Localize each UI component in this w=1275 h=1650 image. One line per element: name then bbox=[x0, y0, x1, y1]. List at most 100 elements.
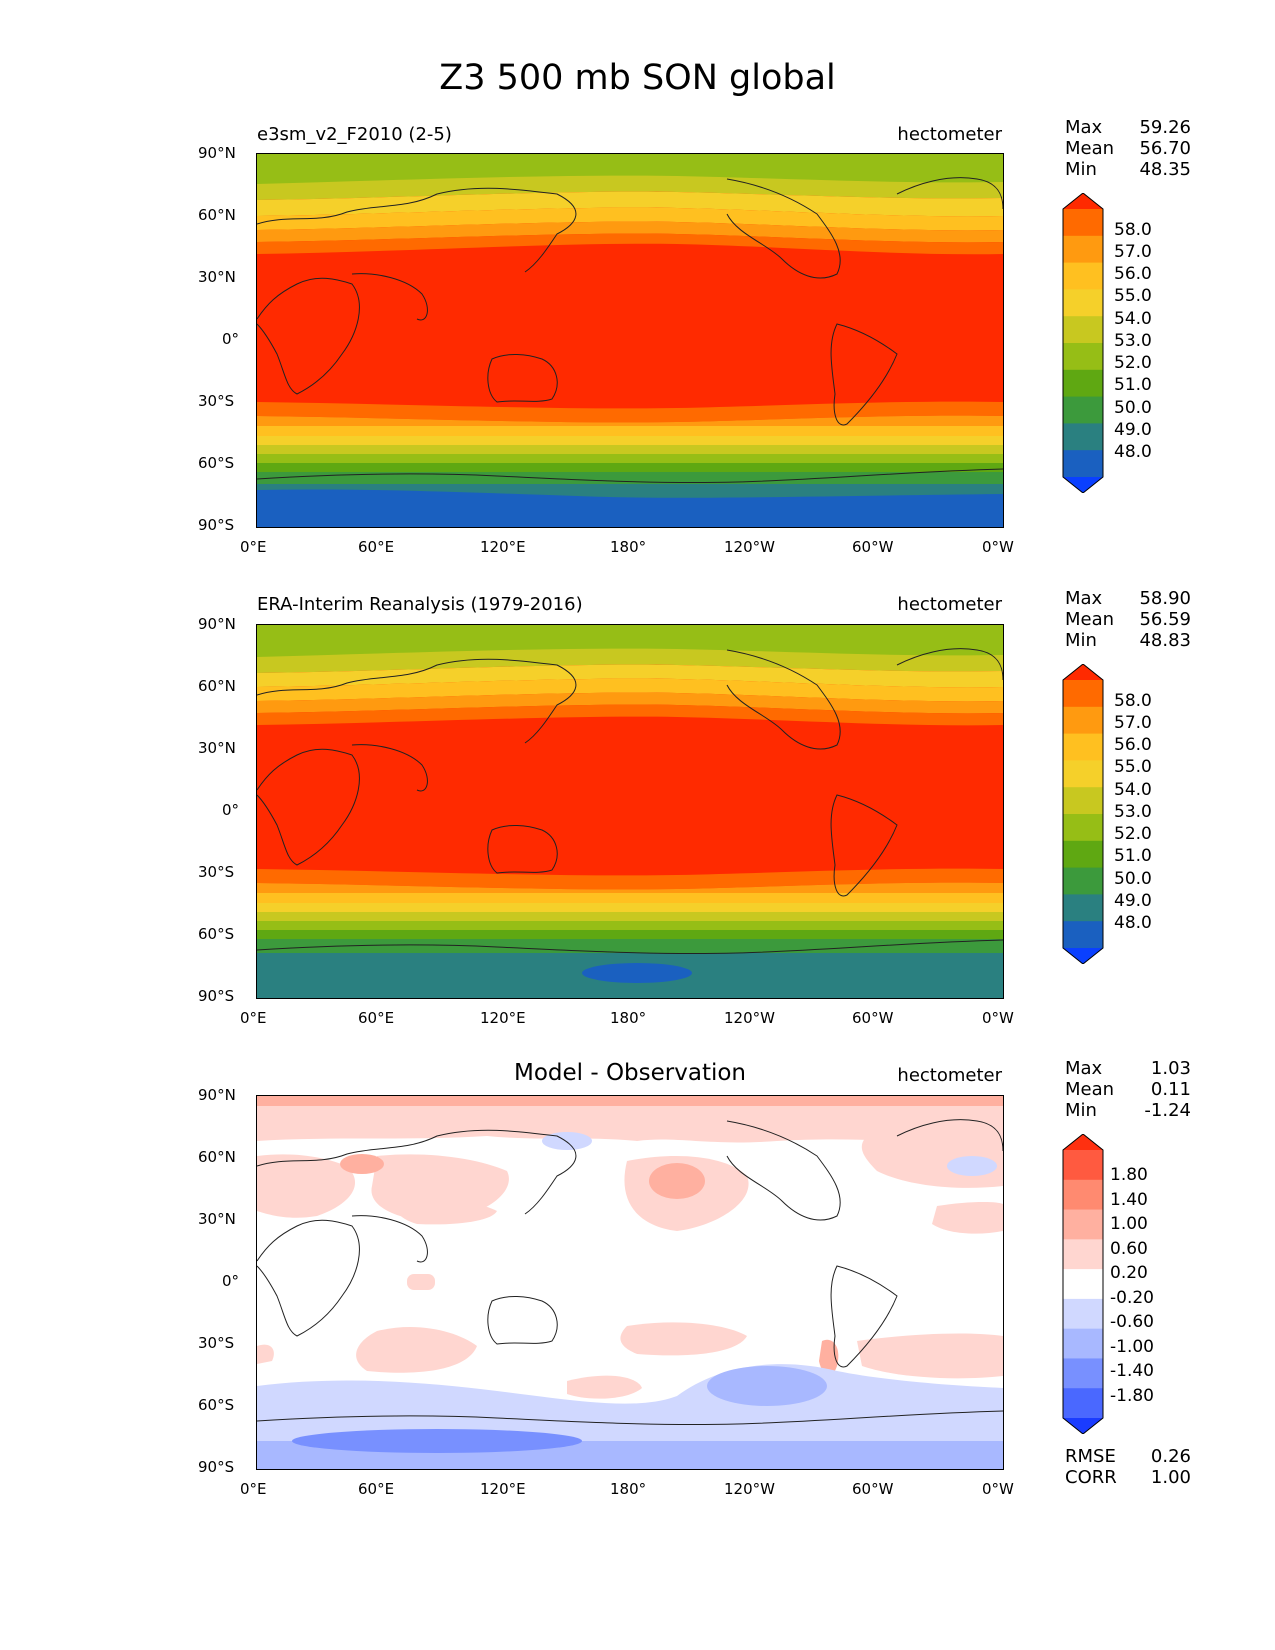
min-label: Min bbox=[1065, 159, 1097, 180]
x-tick: 0°W bbox=[982, 1480, 1014, 1498]
colorbar-tick-label: 58.0 bbox=[1114, 691, 1152, 711]
colorbar bbox=[1062, 1134, 1104, 1434]
colorbar-segment bbox=[1063, 733, 1103, 761]
colorbar-segment bbox=[1063, 396, 1103, 424]
colorbar-tick-label: 0.20 bbox=[1110, 1263, 1148, 1283]
colorbar-segment bbox=[1063, 840, 1103, 869]
map-plot-area bbox=[256, 153, 1004, 528]
colorbar-segment bbox=[1063, 262, 1103, 290]
colorbar-tick-label: 50.0 bbox=[1114, 398, 1152, 418]
y-tick: 90°N bbox=[198, 144, 236, 162]
contour-map bbox=[257, 1096, 1003, 1469]
x-tick: 120°W bbox=[724, 538, 775, 556]
colorbar-tick-label: 57.0 bbox=[1114, 713, 1152, 733]
y-tick: 90°S bbox=[198, 1458, 235, 1476]
colorbar-tick-label: 52.0 bbox=[1114, 824, 1152, 844]
x-tick: 60°E bbox=[358, 1480, 395, 1498]
panel-label: e3sm_v2_F2010 (2-5) bbox=[257, 124, 452, 145]
colorbar-extend-top bbox=[1063, 193, 1103, 209]
x-tick: 0°E bbox=[240, 1480, 267, 1498]
y-tick: 60°N bbox=[198, 677, 236, 695]
colorbar-tick-label: 51.0 bbox=[1114, 375, 1152, 395]
x-tick: 120°E bbox=[480, 538, 526, 556]
x-tick: 120°W bbox=[724, 1480, 775, 1498]
min-label: Min bbox=[1065, 630, 1097, 651]
y-tick: 30°N bbox=[198, 268, 236, 286]
colorbar-segment bbox=[1063, 867, 1103, 895]
colorbar-tick-label: 48.0 bbox=[1114, 913, 1152, 933]
x-tick: 0°E bbox=[240, 538, 267, 556]
y-tick: 0° bbox=[222, 1272, 240, 1290]
colorbar-segment bbox=[1063, 209, 1103, 237]
contour-map bbox=[257, 625, 1003, 998]
colorbar-tick-label: 57.0 bbox=[1114, 242, 1152, 262]
colorbar-segment bbox=[1063, 369, 1103, 398]
x-tick: 180° bbox=[610, 1009, 647, 1027]
y-tick: 30°S bbox=[198, 863, 235, 881]
colorbar-segment bbox=[1063, 1209, 1103, 1240]
y-tick: 90°N bbox=[198, 1086, 236, 1104]
error-metrics: RMSE 0.26 CORR 1.00 bbox=[1065, 1446, 1191, 1488]
max-value: 58.90 bbox=[1139, 588, 1191, 609]
colorbar-segment bbox=[1063, 894, 1103, 922]
x-tick: 180° bbox=[610, 1480, 647, 1498]
colorbar-tick-label: -0.20 bbox=[1110, 1288, 1154, 1308]
colorbar-extend-bottom bbox=[1063, 477, 1103, 493]
colorbar-extend-bottom bbox=[1063, 1418, 1103, 1434]
x-tick: 60°W bbox=[852, 538, 894, 556]
colorbar-tick-label: 54.0 bbox=[1114, 780, 1152, 800]
panel-label: Model - Observation bbox=[513, 1060, 747, 1086]
colorbar-tick-label: 48.0 bbox=[1114, 442, 1152, 462]
rmse-value: 0.26 bbox=[1150, 1446, 1191, 1467]
x-tick: 60°E bbox=[358, 1009, 395, 1027]
colorbar-segment bbox=[1063, 760, 1103, 788]
colorbar-tick-label: 49.0 bbox=[1114, 891, 1152, 911]
colorbar-segment bbox=[1063, 343, 1103, 371]
colorbar-segment bbox=[1063, 814, 1103, 842]
mean-label: Mean bbox=[1065, 1079, 1115, 1100]
mean-label: Mean bbox=[1065, 609, 1115, 630]
colorbar-tick-label: 51.0 bbox=[1114, 846, 1152, 866]
y-tick: 30°N bbox=[198, 739, 236, 757]
units-label: hectometer bbox=[897, 1065, 1002, 1086]
y-tick: 30°S bbox=[198, 392, 235, 410]
colorbar-segment bbox=[1063, 1298, 1103, 1330]
colorbar-tick-label: 53.0 bbox=[1114, 802, 1152, 822]
colorbar-extend-bottom bbox=[1063, 948, 1103, 964]
units-label: hectometer bbox=[897, 124, 1002, 145]
y-tick: 90°N bbox=[198, 615, 236, 633]
stats-box: Max 1.03 Mean 0.11 Min -1.24 bbox=[1065, 1058, 1191, 1121]
y-tick: 60°N bbox=[198, 206, 236, 224]
colorbar-segment bbox=[1063, 423, 1103, 451]
x-tick: 60°E bbox=[358, 538, 395, 556]
colorbar-tick-label: 58.0 bbox=[1114, 220, 1152, 240]
stats-box: Max 59.26 Mean 56.70 Min 48.35 bbox=[1065, 117, 1191, 180]
x-tick: 60°W bbox=[852, 1009, 894, 1027]
colorbar-segment bbox=[1063, 1150, 1103, 1181]
y-tick: 0° bbox=[222, 801, 240, 819]
colorbar-segment bbox=[1063, 1358, 1103, 1389]
colorbar-tick-label: -1.00 bbox=[1110, 1337, 1154, 1357]
colorbar-tick-label: 1.00 bbox=[1110, 1214, 1148, 1234]
colorbar-segment bbox=[1063, 1179, 1103, 1211]
colorbar-tick-label: 1.40 bbox=[1110, 1190, 1148, 1210]
colorbar-tick-label: 55.0 bbox=[1114, 757, 1152, 777]
max-label: Max bbox=[1065, 117, 1103, 138]
y-tick: 90°S bbox=[198, 987, 235, 1005]
mean-label: Mean bbox=[1065, 138, 1115, 159]
y-tick: 30°N bbox=[198, 1210, 236, 1228]
colorbar-outline bbox=[1062, 1134, 1104, 1434]
y-tick: 60°S bbox=[198, 1396, 235, 1414]
colorbar-segment bbox=[1063, 1239, 1103, 1270]
corr-label: CORR bbox=[1065, 1467, 1117, 1488]
colorbar-tick-label: 56.0 bbox=[1114, 264, 1152, 284]
x-tick: 60°W bbox=[852, 1480, 894, 1498]
colorbar-tick-label: 53.0 bbox=[1114, 331, 1152, 351]
colorbar-segment bbox=[1063, 1328, 1103, 1359]
colorbar-tick-label: -0.60 bbox=[1110, 1312, 1154, 1332]
colorbar-segment bbox=[1063, 680, 1103, 708]
colorbar-segment bbox=[1063, 1388, 1103, 1419]
colorbar-tick-label: 52.0 bbox=[1114, 353, 1152, 373]
colorbar-tick-label: 54.0 bbox=[1114, 309, 1152, 329]
map-plot-area bbox=[256, 1095, 1004, 1470]
